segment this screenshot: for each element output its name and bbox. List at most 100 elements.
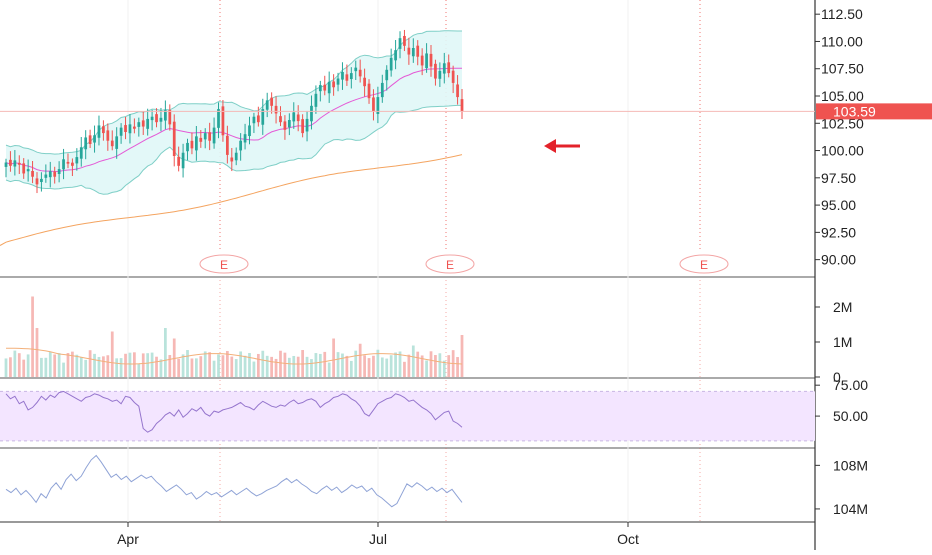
volume-bar[interactable] bbox=[248, 353, 251, 377]
candle-body[interactable] bbox=[159, 117, 163, 122]
candle-body[interactable] bbox=[274, 105, 278, 114]
volume-bar[interactable] bbox=[31, 296, 34, 378]
volume-bar[interactable] bbox=[137, 363, 141, 377]
volume-bar[interactable] bbox=[194, 358, 198, 377]
candle-body[interactable] bbox=[341, 72, 344, 80]
volume-bar[interactable] bbox=[394, 352, 397, 377]
volume-bar[interactable] bbox=[345, 355, 349, 377]
volume-bar[interactable] bbox=[26, 354, 30, 377]
candle-body[interactable] bbox=[119, 127, 123, 136]
volume-bar[interactable] bbox=[203, 351, 207, 377]
candle-body[interactable] bbox=[31, 170, 34, 177]
candle-body[interactable] bbox=[425, 53, 428, 69]
volume-bar[interactable] bbox=[35, 328, 39, 377]
candle-body[interactable] bbox=[389, 57, 393, 71]
volume-bar[interactable] bbox=[172, 338, 176, 378]
candle-body[interactable] bbox=[168, 109, 172, 125]
volume-bar[interactable] bbox=[110, 331, 114, 378]
candle-body[interactable] bbox=[181, 152, 185, 169]
candle-body[interactable] bbox=[394, 50, 397, 61]
candle-body[interactable] bbox=[234, 152, 238, 161]
volume-bar[interactable] bbox=[115, 358, 119, 377]
candle-body[interactable] bbox=[79, 147, 83, 159]
candle-body[interactable] bbox=[106, 130, 110, 141]
candle-body[interactable] bbox=[451, 70, 455, 83]
candle-body[interactable] bbox=[318, 85, 322, 92]
volume-bar[interactable] bbox=[53, 354, 57, 377]
volume-bar[interactable] bbox=[425, 360, 428, 377]
volume-bar[interactable] bbox=[221, 355, 225, 377]
volume-bar[interactable] bbox=[292, 355, 296, 377]
volume-bar[interactable] bbox=[71, 351, 74, 377]
earnings-marker[interactable] bbox=[199, 254, 249, 274]
candle-body[interactable] bbox=[13, 160, 17, 167]
volume-bar[interactable] bbox=[186, 350, 189, 377]
candle-body[interactable] bbox=[53, 171, 57, 177]
volume-bar[interactable] bbox=[40, 357, 43, 377]
volume-bar[interactable] bbox=[429, 351, 433, 377]
volume-bar[interactable] bbox=[97, 356, 101, 377]
candle-body[interactable] bbox=[332, 81, 335, 88]
candle-body[interactable] bbox=[137, 122, 141, 127]
candle-body[interactable] bbox=[217, 109, 220, 128]
volume-bar[interactable] bbox=[354, 350, 358, 377]
candle-body[interactable] bbox=[4, 162, 8, 167]
candle-body[interactable] bbox=[88, 135, 92, 144]
volume-bar[interactable] bbox=[283, 352, 287, 377]
candle-body[interactable] bbox=[128, 124, 132, 134]
volume-bar[interactable] bbox=[62, 362, 65, 377]
volume-bar[interactable] bbox=[243, 355, 247, 377]
candle-body[interactable] bbox=[305, 118, 309, 132]
candle-body[interactable] bbox=[97, 125, 101, 138]
candle-body[interactable] bbox=[327, 81, 331, 94]
volume-bar[interactable] bbox=[256, 353, 260, 377]
volume-bar[interactable] bbox=[323, 351, 327, 377]
volume-bar[interactable] bbox=[66, 353, 70, 377]
candle-body[interactable] bbox=[66, 161, 70, 164]
volume-bar[interactable] bbox=[44, 357, 48, 377]
candle-body[interactable] bbox=[345, 74, 349, 81]
candle-body[interactable] bbox=[429, 53, 433, 67]
candle-body[interactable] bbox=[190, 140, 194, 149]
candle-body[interactable] bbox=[40, 178, 43, 183]
volume-bar[interactable] bbox=[372, 355, 375, 377]
candle-body[interactable] bbox=[376, 97, 380, 114]
candle-body[interactable] bbox=[310, 105, 313, 122]
volume-bar[interactable] bbox=[442, 360, 446, 377]
candle-body[interactable] bbox=[172, 121, 176, 156]
candle-body[interactable] bbox=[177, 156, 181, 166]
candle-body[interactable] bbox=[363, 77, 366, 87]
candle-body[interactable] bbox=[367, 83, 371, 99]
volume-bar[interactable] bbox=[305, 356, 309, 377]
volume-bar[interactable] bbox=[124, 353, 127, 377]
candle-body[interactable] bbox=[301, 119, 304, 134]
volume-bar[interactable] bbox=[274, 358, 278, 377]
candle-body[interactable] bbox=[44, 174, 48, 178]
volume-bar[interactable] bbox=[416, 351, 420, 377]
volume-bar[interactable] bbox=[48, 351, 52, 377]
volume-bar[interactable] bbox=[279, 350, 282, 377]
candle-body[interactable] bbox=[420, 55, 424, 66]
volume-bar[interactable] bbox=[133, 352, 136, 377]
candle-body[interactable] bbox=[354, 67, 358, 72]
volume-bar[interactable] bbox=[217, 354, 220, 377]
candle-body[interactable] bbox=[407, 47, 411, 55]
volume-bar[interactable] bbox=[230, 356, 234, 377]
volume-bar[interactable] bbox=[75, 354, 79, 377]
volume-bar[interactable] bbox=[102, 356, 105, 377]
candle-body[interactable] bbox=[314, 93, 318, 107]
volume-bar[interactable] bbox=[146, 353, 150, 377]
candle-body[interactable] bbox=[146, 118, 150, 129]
candle-body[interactable] bbox=[199, 137, 203, 142]
volume-bar[interactable] bbox=[376, 349, 380, 377]
candle-body[interactable] bbox=[447, 62, 451, 74]
candle-body[interactable] bbox=[194, 136, 198, 151]
volume-bar[interactable] bbox=[456, 357, 459, 377]
candle-body[interactable] bbox=[411, 48, 415, 57]
volume-bar[interactable] bbox=[434, 355, 437, 377]
candle-body[interactable] bbox=[252, 116, 256, 124]
volume-bar[interactable] bbox=[287, 357, 291, 377]
candle-body[interactable] bbox=[26, 169, 30, 172]
